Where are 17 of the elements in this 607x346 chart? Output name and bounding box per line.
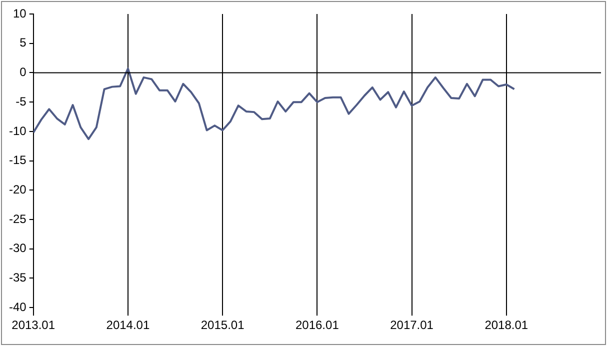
x-tick-label: 2018.01	[484, 318, 528, 332]
y-tick-label: 0	[20, 65, 27, 80]
y-tick-label: -30	[9, 241, 27, 256]
x-tick-label: 2013.01	[12, 318, 56, 332]
y-tick-label: 10	[12, 6, 27, 20]
y-tick-label: 5	[20, 36, 27, 50]
y-tick-label: -15	[9, 153, 27, 168]
y-tick-label: -10	[9, 124, 27, 138]
x-tick-label: 2016.01	[295, 318, 340, 332]
y-tick-label: -40	[9, 300, 27, 314]
x-tick-label: 2017.01	[390, 318, 434, 332]
x-tick-label: 2014.01	[106, 318, 150, 332]
y-tick-label: -20	[9, 182, 27, 196]
y-tick-label: -35	[9, 270, 27, 285]
y-tick-label: -25	[9, 212, 27, 226]
x-tick-label: 2015.01	[200, 318, 245, 332]
y-tick-label: -5	[16, 94, 27, 108]
